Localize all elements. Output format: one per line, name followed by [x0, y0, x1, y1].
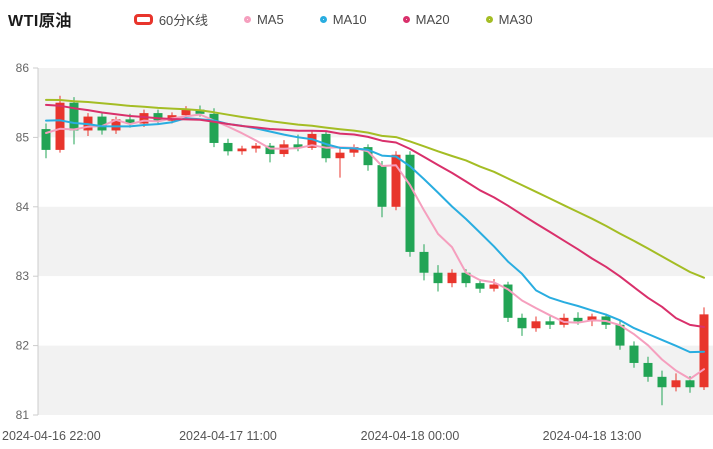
- legend-item-ma10[interactable]: MA10: [319, 11, 367, 27]
- kline-legend-marker-icon: [133, 13, 153, 25]
- candle[interactable]: [125, 119, 135, 124]
- plot-band: [38, 276, 713, 346]
- candlestick-series[interactable]: [41, 95, 709, 406]
- candle[interactable]: [615, 324, 625, 346]
- chart-header: WTI原油 60分K线 MA5 MA10 MA20 MA30: [0, 0, 713, 31]
- candle[interactable]: [405, 154, 415, 252]
- candle[interactable]: [251, 145, 261, 149]
- candle[interactable]: [475, 283, 485, 289]
- plot-band: [38, 345, 713, 415]
- candle[interactable]: [503, 284, 513, 318]
- candle[interactable]: [223, 142, 233, 152]
- candle[interactable]: [41, 129, 51, 150]
- candle[interactable]: [265, 145, 275, 155]
- candle[interactable]: [139, 113, 149, 124]
- legend-label: MA20: [415, 11, 450, 27]
- candle[interactable]: [433, 272, 443, 284]
- legend-item-ma30[interactable]: MA30: [485, 11, 533, 27]
- candle[interactable]: [489, 284, 499, 289]
- x-axis-label: 2024-04-18 00:00: [361, 429, 460, 443]
- plot-band: [38, 68, 713, 138]
- ma10-legend-marker-icon: [319, 15, 327, 23]
- ma20-legend-marker-icon: [402, 15, 410, 23]
- ma5-line: [45, 113, 705, 380]
- legend-item-kline[interactable]: 60分K线: [133, 10, 208, 29]
- candle[interactable]: [391, 154, 401, 207]
- y-axis-label: 84: [16, 200, 30, 214]
- candle[interactable]: [545, 321, 555, 325]
- candle[interactable]: [517, 317, 527, 329]
- candle[interactable]: [335, 152, 345, 159]
- candle[interactable]: [97, 116, 107, 131]
- chart-title: WTI原油: [8, 13, 72, 30]
- legend-label: MA10: [332, 11, 367, 27]
- candle[interactable]: [573, 317, 583, 322]
- x-axis-label: 2024-04-16 22:00: [2, 429, 101, 443]
- legend-label: 60分K线: [158, 12, 208, 28]
- candle[interactable]: [69, 102, 79, 131]
- candle[interactable]: [377, 165, 387, 207]
- y-axis-label: 85: [16, 130, 30, 144]
- candle[interactable]: [195, 109, 205, 114]
- ma30-legend-marker-icon: [485, 15, 493, 23]
- ma5-legend-marker-icon: [243, 15, 251, 23]
- legend-item-ma20[interactable]: MA20: [402, 11, 450, 27]
- x-axis-label: 2024-04-18 13:00: [543, 429, 642, 443]
- ma30-line: [45, 98, 705, 279]
- candle[interactable]: [237, 148, 247, 152]
- candle[interactable]: [363, 147, 373, 166]
- y-axis-label: 83: [16, 269, 30, 283]
- ma10-line: [45, 117, 705, 354]
- y-axis-label: 81: [16, 408, 30, 422]
- candle[interactable]: [685, 380, 695, 388]
- candle[interactable]: [321, 133, 331, 159]
- candle[interactable]: [55, 102, 65, 150]
- x-axis-label: 2024-04-17 11:00: [179, 429, 277, 443]
- legend: 60分K线 MA5 MA10 MA20 MA30: [133, 10, 533, 29]
- plot-band: [38, 137, 713, 207]
- candle[interactable]: [349, 147, 359, 153]
- candle[interactable]: [657, 376, 667, 388]
- candle[interactable]: [419, 251, 429, 273]
- candle[interactable]: [181, 109, 191, 116]
- legend-item-ma5[interactable]: MA5: [243, 11, 284, 27]
- y-axis-label: 82: [16, 339, 30, 353]
- candle[interactable]: [643, 362, 653, 377]
- candle[interactable]: [587, 316, 597, 322]
- candle[interactable]: [111, 119, 121, 131]
- y-axis-label: 86: [16, 61, 30, 75]
- candle[interactable]: [153, 113, 163, 121]
- plot-band: [38, 206, 713, 277]
- candle[interactable]: [671, 380, 681, 388]
- candle[interactable]: [307, 133, 317, 148]
- candle[interactable]: [461, 272, 471, 284]
- candle[interactable]: [629, 345, 639, 363]
- legend-label: MA5: [256, 11, 284, 27]
- candle[interactable]: [447, 272, 457, 284]
- ma20-line: [45, 103, 705, 328]
- legend-label: MA30: [498, 11, 533, 27]
- candle[interactable]: [531, 321, 541, 329]
- candle[interactable]: [293, 144, 303, 148]
- candle[interactable]: [209, 113, 219, 143]
